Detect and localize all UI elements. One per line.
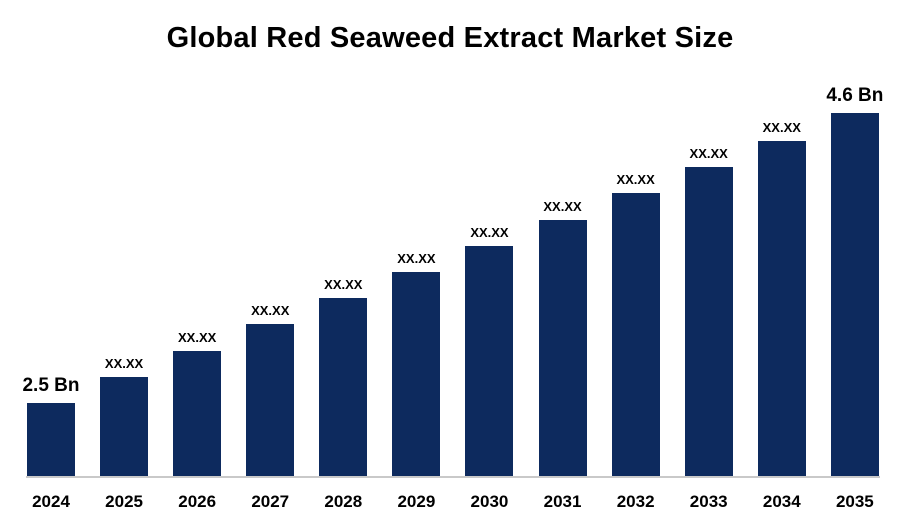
- bar-column: 2.5 Bn: [22, 375, 80, 476]
- bar-value-label: XX.XX: [543, 199, 582, 214]
- bar-value-label: 4.6 Bn: [826, 85, 884, 106]
- bar-2029: [392, 272, 441, 476]
- bar-value-label: XX.XX: [689, 146, 728, 161]
- chart-title: Global Red Seaweed Extract Market Size: [166, 22, 734, 54]
- bar-chart: 2.5 Bn XX.XX XX.XX XX.XX XX.XX XX.XX XX.XX XX.X…: [22, 68, 883, 511]
- bar-2035: [830, 113, 879, 476]
- bar-2034: [757, 141, 806, 476]
- bar-2024: [27, 403, 75, 476]
- bar-2033: [684, 167, 733, 476]
- bar-column: XX.XX: [172, 330, 222, 476]
- bar-column: XX.XX: [538, 199, 588, 476]
- x-axis-label: 2028: [324, 491, 363, 511]
- bar-column: XX.XX: [245, 303, 295, 476]
- bar-column: XX.XX: [464, 225, 514, 476]
- x-axis-label: 2034: [762, 491, 801, 511]
- bar-2025: [100, 377, 149, 476]
- bar-value-label: XX.XX: [178, 330, 217, 345]
- x-axis-label: 2026: [178, 491, 217, 511]
- bar-column: XX.XX: [318, 277, 368, 476]
- bar-column: XX.XX: [757, 120, 807, 476]
- bar-value-label: XX.XX: [324, 277, 363, 292]
- bar-column: 4.6 Bn: [826, 85, 883, 476]
- x-axis-label: 2031: [543, 491, 582, 511]
- x-axis-label: 2035: [835, 491, 874, 511]
- bar-value-label: XX.XX: [397, 251, 436, 266]
- bar-column: XX.XX: [99, 356, 149, 476]
- bar-column: XX.XX: [684, 146, 734, 476]
- bar-value-label: XX.XX: [616, 172, 655, 187]
- x-axis-label: 2025: [105, 491, 143, 511]
- bar-2027: [246, 324, 295, 476]
- x-axis: 2024 2025 2026 2027 2028 2029 2030 2031 2032 2033…: [26, 478, 880, 525]
- x-axis-label: 2024: [32, 491, 70, 511]
- x-axis-label: 2033: [689, 491, 728, 511]
- bar-value-label: XX.XX: [762, 120, 801, 135]
- bar-2028: [319, 298, 368, 476]
- plot-area: 2.5 Bn XX.XX XX.XX XX.XX XX.XX XX.XX XX.XX XX.X…: [22, 68, 883, 478]
- bar-value-label: 2.5 Bn: [22, 375, 80, 396]
- x-axis-label: 2027: [251, 491, 290, 511]
- x-axis-label: 2032: [616, 491, 655, 511]
- bar-column: XX.XX: [611, 172, 661, 476]
- bar-column: XX.XX: [391, 251, 441, 476]
- bar-2031: [538, 220, 587, 476]
- bar-2030: [465, 246, 514, 476]
- bar-2026: [173, 351, 222, 476]
- x-axis-label: 2029: [397, 491, 436, 511]
- bar-value-label: XX.XX: [470, 225, 509, 240]
- bar-value-label: XX.XX: [104, 356, 144, 371]
- bar-value-label: XX.XX: [251, 303, 290, 318]
- bar-2032: [611, 193, 660, 476]
- x-axis-label: 2030: [470, 491, 509, 511]
